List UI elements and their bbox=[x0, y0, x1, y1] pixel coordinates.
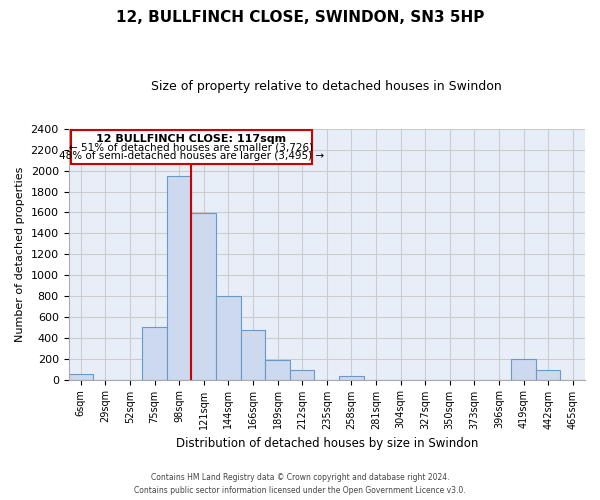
Y-axis label: Number of detached properties: Number of detached properties bbox=[15, 166, 25, 342]
Bar bbox=[511, 358, 536, 380]
Bar bbox=[265, 360, 290, 380]
Text: 48% of semi-detached houses are larger (3,495) →: 48% of semi-detached houses are larger (… bbox=[59, 150, 324, 160]
Bar bbox=[142, 328, 167, 380]
Text: 12 BULLFINCH CLOSE: 117sqm: 12 BULLFINCH CLOSE: 117sqm bbox=[97, 134, 287, 144]
Title: Size of property relative to detached houses in Swindon: Size of property relative to detached ho… bbox=[151, 80, 502, 93]
Bar bbox=[241, 330, 265, 380]
Text: ← 51% of detached houses are smaller (3,726): ← 51% of detached houses are smaller (3,… bbox=[70, 142, 314, 152]
Text: Contains HM Land Registry data © Crown copyright and database right 2024.
Contai: Contains HM Land Registry data © Crown c… bbox=[134, 474, 466, 495]
Text: 12, BULLFINCH CLOSE, SWINDON, SN3 5HP: 12, BULLFINCH CLOSE, SWINDON, SN3 5HP bbox=[116, 10, 484, 25]
Bar bbox=[68, 374, 93, 380]
Bar bbox=[536, 370, 560, 380]
X-axis label: Distribution of detached houses by size in Swindon: Distribution of detached houses by size … bbox=[176, 437, 478, 450]
Bar bbox=[339, 376, 364, 380]
Bar bbox=[71, 130, 312, 164]
Bar bbox=[290, 370, 314, 380]
Bar bbox=[216, 296, 241, 380]
Bar bbox=[167, 176, 191, 380]
Bar bbox=[191, 214, 216, 380]
